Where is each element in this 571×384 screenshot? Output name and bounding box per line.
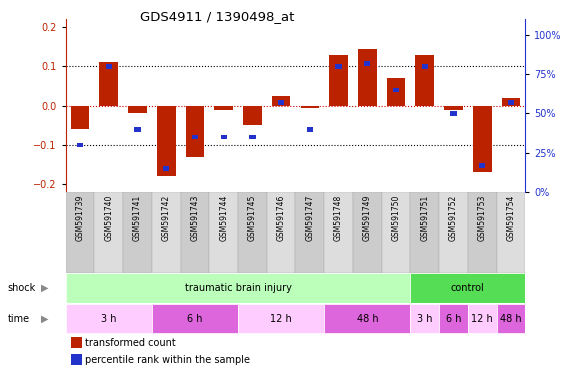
Bar — [249, 135, 256, 139]
Bar — [94, 192, 123, 273]
Text: 3 h: 3 h — [101, 314, 116, 324]
Text: GSM591753: GSM591753 — [478, 194, 486, 241]
Bar — [66, 273, 411, 303]
Bar — [71, 106, 90, 129]
Text: control: control — [451, 283, 485, 293]
Text: GSM591746: GSM591746 — [276, 194, 286, 241]
Text: percentile rank within the sample: percentile rank within the sample — [85, 355, 250, 365]
Bar — [324, 304, 411, 333]
Bar — [210, 192, 238, 273]
Bar — [66, 192, 94, 273]
Bar — [387, 78, 405, 106]
Bar — [152, 192, 180, 273]
Bar — [508, 100, 514, 105]
Bar — [358, 49, 377, 106]
Text: GSM591744: GSM591744 — [219, 194, 228, 241]
Bar — [243, 106, 262, 125]
Bar — [479, 163, 485, 168]
Bar — [444, 106, 463, 109]
Bar — [220, 135, 227, 139]
Text: GSM591745: GSM591745 — [248, 194, 257, 241]
Bar — [278, 100, 284, 105]
Bar — [186, 106, 204, 157]
Bar — [411, 273, 525, 303]
Bar — [77, 142, 83, 147]
Bar — [128, 106, 147, 113]
Text: traumatic brain injury: traumatic brain injury — [184, 283, 291, 293]
Bar — [364, 61, 371, 66]
Bar — [66, 304, 152, 333]
Text: 48 h: 48 h — [356, 314, 378, 324]
Bar — [451, 111, 457, 116]
Bar — [335, 64, 342, 69]
Bar — [152, 304, 238, 333]
Text: 6 h: 6 h — [446, 314, 461, 324]
Text: GSM591749: GSM591749 — [363, 194, 372, 241]
Text: GSM591741: GSM591741 — [133, 194, 142, 241]
Bar — [468, 192, 497, 273]
Bar — [501, 98, 520, 106]
Text: GSM591743: GSM591743 — [191, 194, 199, 241]
Bar — [272, 96, 291, 106]
Text: 6 h: 6 h — [187, 314, 203, 324]
Text: shock: shock — [7, 283, 35, 293]
Bar — [296, 192, 324, 273]
Bar — [421, 64, 428, 69]
Bar — [180, 192, 210, 273]
Bar — [497, 192, 525, 273]
Text: 12 h: 12 h — [270, 314, 292, 324]
Bar — [393, 88, 399, 92]
Bar — [192, 135, 198, 139]
Bar — [238, 304, 324, 333]
Bar — [300, 106, 319, 108]
Text: GSM591751: GSM591751 — [420, 194, 429, 241]
Bar — [307, 127, 313, 131]
Bar — [497, 304, 525, 333]
Bar — [473, 106, 492, 172]
Bar — [134, 127, 140, 131]
Text: GSM591748: GSM591748 — [334, 194, 343, 241]
Text: transformed count: transformed count — [85, 338, 176, 348]
Bar — [106, 64, 112, 69]
Text: GDS4911 / 1390498_at: GDS4911 / 1390498_at — [140, 10, 294, 23]
Bar — [99, 63, 118, 106]
Bar — [411, 304, 439, 333]
Bar — [238, 192, 267, 273]
Text: GSM591742: GSM591742 — [162, 194, 171, 241]
Text: 48 h: 48 h — [500, 314, 522, 324]
Text: ▶: ▶ — [41, 283, 49, 293]
Bar — [439, 192, 468, 273]
Bar — [123, 192, 152, 273]
Text: time: time — [7, 314, 30, 324]
Bar — [267, 192, 296, 273]
Bar — [324, 192, 353, 273]
Text: GSM591750: GSM591750 — [392, 194, 400, 241]
Text: GSM591754: GSM591754 — [506, 194, 516, 241]
Bar — [439, 304, 468, 333]
Bar — [416, 55, 434, 106]
Text: GSM591739: GSM591739 — [75, 194, 85, 241]
Bar — [381, 192, 411, 273]
Text: GSM591740: GSM591740 — [104, 194, 113, 241]
Bar — [468, 304, 497, 333]
Bar — [411, 192, 439, 273]
Bar — [214, 106, 233, 109]
Bar — [329, 55, 348, 106]
Bar — [157, 106, 175, 176]
Bar — [353, 192, 381, 273]
Bar — [163, 166, 170, 171]
Text: 3 h: 3 h — [417, 314, 432, 324]
Text: 12 h: 12 h — [471, 314, 493, 324]
Text: GSM591752: GSM591752 — [449, 194, 458, 241]
Text: GSM591747: GSM591747 — [305, 194, 315, 241]
Text: ▶: ▶ — [41, 314, 49, 324]
